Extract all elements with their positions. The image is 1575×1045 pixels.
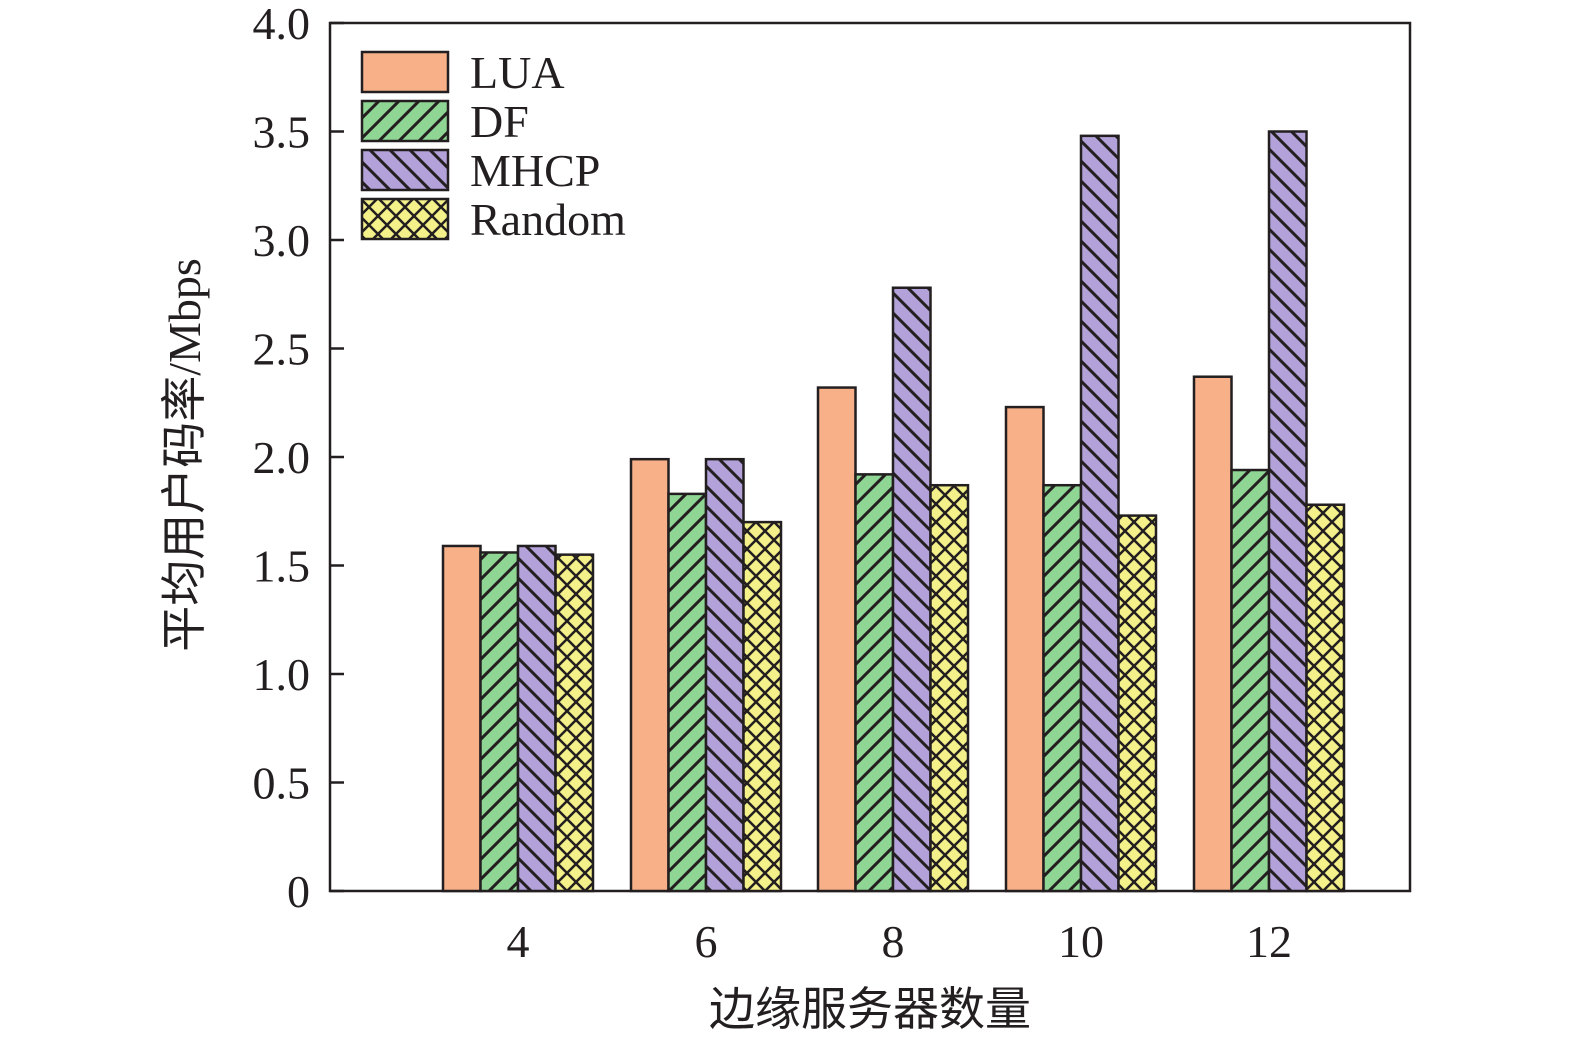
legend-swatch-pattern-random — [362, 199, 448, 239]
y-tick-label: 0 — [287, 866, 310, 917]
legend-swatch-outline-df — [360, 99, 450, 143]
legend-label-mhcp: MHCP — [470, 145, 600, 196]
legend-label-df: DF — [470, 96, 529, 147]
bar-pattern-df-6 — [668, 493, 706, 891]
y-tick-label: 0.5 — [253, 758, 311, 809]
legend-label-lua: LUA — [470, 47, 565, 98]
bar-outline-random-4 — [554, 553, 595, 893]
legend-label-random: Random — [470, 194, 626, 245]
legend-swatch-lua — [362, 52, 448, 92]
y-tick-label: 1.0 — [253, 649, 311, 700]
bar-lua-6 — [631, 459, 669, 891]
bar-outline-random-12 — [1305, 503, 1346, 893]
legend-item-random: Random — [360, 194, 626, 245]
bar-group-4 — [441, 544, 595, 893]
bar-outline-mhcp-10 — [1079, 134, 1120, 893]
y-tick-label: 2.0 — [253, 432, 311, 483]
bar-pattern-random-6 — [743, 522, 781, 891]
legend-swatch-outline-lua — [360, 50, 450, 94]
bar-pattern-random-4 — [555, 554, 593, 891]
axes-group: 0 0.5 1.0 1.5 2.0 2.5 3.0 3.5 4.0 4 6 8 10 12 — [253, 0, 1293, 967]
bar-pattern-random-12 — [1306, 504, 1344, 891]
y-tick-label: 3.5 — [253, 107, 311, 158]
y-tick-label: 4.0 — [253, 0, 311, 49]
bar-outline-random-8 — [929, 483, 970, 893]
legend-item-mhcp: MHCP — [360, 145, 600, 196]
bar-pattern-df-10 — [1043, 485, 1081, 891]
bar-pattern-df-4 — [480, 552, 518, 891]
bar-lua-8 — [818, 387, 856, 891]
x-tick-label: 6 — [695, 916, 718, 967]
bar-group-10 — [1004, 134, 1158, 893]
bar-lua-12 — [1194, 376, 1232, 892]
bar-pattern-df-12 — [1231, 470, 1269, 891]
bar-group-12 — [1192, 130, 1346, 893]
x-tick-label: 10 — [1058, 916, 1104, 967]
bar-outline-random-10 — [1117, 514, 1158, 893]
bar-pattern-mhcp-6 — [706, 459, 744, 891]
legend-item-lua: LUA — [360, 47, 565, 98]
legend-item-df: DF — [360, 96, 529, 147]
bar-lua-10 — [1006, 407, 1044, 891]
y-tick-label: 2.5 — [253, 324, 311, 375]
bar-outline-random-6 — [742, 520, 783, 893]
bar-group-6 — [629, 457, 783, 893]
x-tick-label: 4 — [507, 916, 530, 967]
y-axis-title: 平均用户码率/Mbps — [159, 258, 210, 652]
bar-pattern-mhcp-12 — [1269, 131, 1307, 891]
legend-swatch-outline-mhcp — [360, 148, 450, 192]
legend-swatch-outline-random — [360, 197, 450, 241]
bar-pattern-random-8 — [930, 485, 968, 891]
bars-group — [441, 130, 1346, 893]
bar-pattern-mhcp-8 — [893, 287, 931, 891]
bar-lua-4 — [443, 545, 481, 891]
y-tick-label: 1.5 — [253, 541, 311, 592]
legend-swatch-pattern-df — [362, 101, 448, 141]
bar-pattern-mhcp-4 — [518, 545, 556, 891]
bar-pattern-mhcp-10 — [1081, 135, 1119, 892]
x-tick-label: 12 — [1246, 916, 1292, 967]
bar-pattern-random-10 — [1118, 515, 1156, 891]
legend-swatch-pattern-mhcp — [362, 150, 448, 190]
bar-group-8 — [816, 286, 970, 893]
bar-pattern-df-8 — [855, 474, 893, 891]
x-tick-label: 8 — [882, 916, 905, 967]
y-tick-label: 3.0 — [253, 215, 311, 266]
x-axis-title: 边缘服务器数量 — [709, 984, 1031, 1035]
